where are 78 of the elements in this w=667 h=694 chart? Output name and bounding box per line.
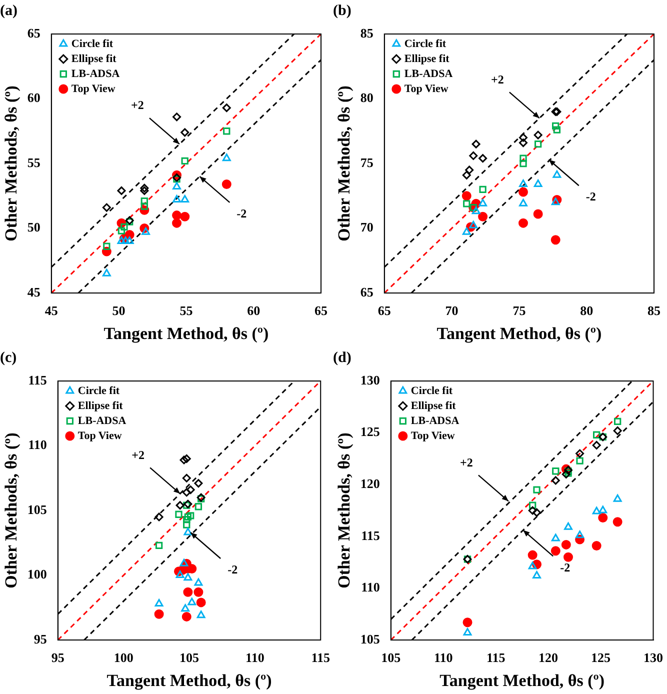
y-tick-label: 110 [28, 437, 47, 452]
x-tick-label: 105 [381, 650, 402, 666]
y-tick-label: 60 [27, 90, 40, 106]
annotation: -2 [228, 562, 238, 577]
legend-label: Ellipse fit [78, 400, 124, 412]
x-axis-title: Tangent Method, θs (º) [440, 671, 605, 690]
x-tick-label: 115 [311, 650, 330, 666]
x-axis-title: Tangent Method, θs (º) [106, 671, 272, 690]
y-tick-label: 85 [360, 25, 374, 40]
annotation: +2 [131, 98, 144, 112]
annotation: -2 [236, 206, 247, 221]
y-tick-label: 125 [360, 424, 380, 440]
legend-label: Top View [78, 430, 122, 442]
x-tick-label: 45 [44, 303, 58, 318]
annotation: -2 [586, 190, 596, 204]
y-tick-label: 105 [27, 502, 48, 517]
chart-title: (c) [0, 350, 17, 366]
legend-label: Circle fit [71, 38, 114, 50]
y-tick-label: 80 [360, 90, 374, 106]
y-tick-label: 115 [28, 372, 48, 388]
x-tick-label: 85 [648, 303, 661, 318]
y-tick-label: 45 [27, 284, 41, 300]
x-tick-label: 130 [644, 650, 663, 666]
y-tick-label: 110 [361, 580, 380, 595]
legend-label: Circle fit [410, 384, 453, 397]
legend-label: LB-ADSA [71, 68, 120, 80]
y-tick-label: 70 [360, 220, 374, 235]
legend-label: Top View [404, 82, 448, 95]
y-tick-label: 95 [34, 631, 48, 646]
legend-label: Top View [71, 82, 116, 95]
x-tick-label: 120 [538, 650, 558, 666]
y-tick-label: 130 [360, 372, 380, 388]
legend-label: Ellipse fit [404, 52, 450, 65]
x-axis-title: Tangent Method, θs (º) [436, 324, 602, 344]
annotation: +2 [460, 455, 473, 470]
x-axis-title: Tangent Method, θs (º) [104, 324, 269, 344]
x-tick-label: 110 [246, 650, 264, 666]
y-tick-label: 100 [27, 566, 47, 582]
legend-label: Ellipse fit [71, 52, 117, 65]
x-tick-label: 55 [180, 303, 194, 318]
x-tick-label: 50 [112, 303, 126, 318]
y-tick-label: 115 [361, 528, 380, 543]
legend-label: LB-ADSA [404, 68, 453, 80]
x-tick-label: 80 [580, 303, 594, 318]
y-tick-label: 120 [360, 476, 380, 491]
chart-title: (a) [0, 2, 18, 19]
x-tick-label: 115 [486, 650, 506, 666]
y-axis-title: Other Methods, θs (º) [2, 86, 21, 242]
legend-label: Ellipse fit [410, 400, 456, 412]
x-tick-label: 65 [378, 303, 392, 318]
legend-label: LB-ADSA [78, 414, 126, 427]
y-axis-title: Other Methods, θs (º) [2, 432, 21, 588]
annotation: +2 [491, 72, 504, 86]
legend-label: Circle fit [404, 38, 446, 50]
chart-title: (d) [333, 350, 352, 366]
x-tick-label: 65 [314, 303, 328, 318]
x-tick-label: 125 [591, 650, 612, 666]
annotation: -2 [560, 560, 570, 574]
x-tick-label: 70 [445, 303, 458, 318]
y-tick-label: 105 [360, 631, 380, 646]
y-tick-label: 55 [27, 154, 41, 170]
legend-label: Circle fit [78, 384, 120, 397]
y-axis-title: Other Methods, θs (º) [334, 432, 354, 588]
annotation: +2 [132, 448, 144, 462]
y-tick-label: 50 [27, 220, 40, 235]
chart-title: (b) [333, 2, 352, 19]
x-tick-label: 60 [247, 303, 260, 318]
y-tick-label: 75 [360, 154, 374, 170]
legend-label: Top View [410, 430, 455, 442]
x-tick-label: 110 [434, 650, 453, 666]
y-tick-label: 65 [27, 25, 41, 40]
x-tick-label: 95 [51, 650, 65, 666]
x-tick-label: 105 [180, 650, 200, 666]
y-tick-label: 65 [360, 284, 374, 300]
x-tick-label: 100 [114, 650, 134, 666]
legend-label: LB-ADSA [410, 414, 460, 427]
y-axis-title: Other Methods, θs (º) [334, 86, 354, 242]
x-tick-label: 75 [512, 303, 526, 318]
